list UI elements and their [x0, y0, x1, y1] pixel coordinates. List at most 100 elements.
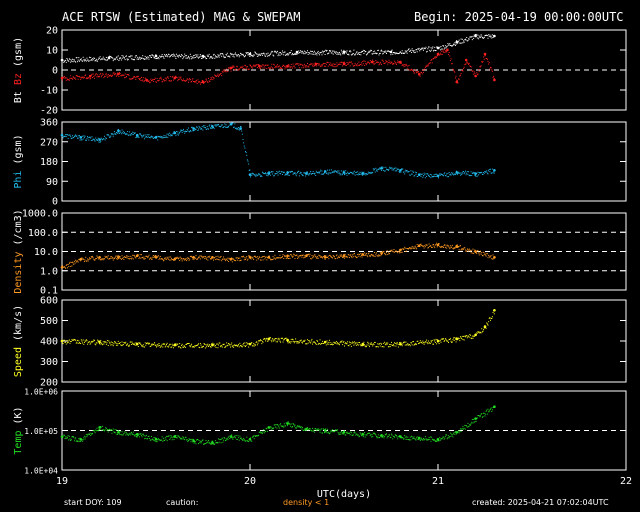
- mag-series-1-scatter: [323, 63, 325, 65]
- temp-series-0-scatter: [322, 432, 324, 434]
- speed-series-0-scatter: [220, 344, 222, 346]
- phi-series-0-scatter: [213, 127, 215, 129]
- phi-series-0-scatter: [129, 133, 131, 135]
- mag-series-1-scatter: [292, 63, 294, 65]
- mag-series-0-scatter: [471, 39, 473, 41]
- temp-series-0-scatter: [362, 432, 364, 434]
- temp-series-0-scatter: [357, 434, 359, 436]
- density-series-0-scatter: [80, 260, 82, 262]
- speed-series-0-scatter: [181, 344, 183, 346]
- mag-series-0-scatter: [206, 54, 208, 56]
- temp-series-0-scatter: [431, 436, 433, 438]
- mag-series-1-scatter: [105, 73, 107, 75]
- mag-series-1-scatter: [445, 51, 447, 53]
- density-series-0-scatter: [409, 247, 411, 249]
- speed-series-0-scatter: [451, 341, 453, 343]
- density-series-0-scatter: [90, 258, 92, 260]
- temp-series-0-scatter: [63, 434, 65, 436]
- speed-series-0-scatter: [293, 342, 295, 344]
- density-series-0-scatter: [203, 256, 204, 258]
- temp-series-0-scatter: [479, 415, 481, 417]
- mag-series-0-scatter: [416, 49, 418, 51]
- temp-series-0-scatter: [415, 439, 417, 441]
- temp-series-0-scatter: [359, 435, 361, 437]
- temp-series-0-scatter: [248, 441, 250, 443]
- density-series-0-scatter: [288, 258, 290, 260]
- phi-series-0-scatter: [376, 170, 378, 172]
- mag-series-1-scatter: [300, 64, 302, 66]
- mag-series-0-scatter: [77, 59, 79, 61]
- mag-series-0-scatter: [239, 52, 241, 54]
- mag-series-0-scatter: [221, 55, 223, 57]
- mag-series-0-scatter: [384, 50, 386, 52]
- speed-series-0-scatter: [347, 341, 349, 343]
- mag-series-1-scatter: [160, 76, 162, 78]
- mag-series-1-scatter: [339, 61, 341, 63]
- speed-series-0-scatter: [112, 345, 114, 347]
- mag-series-1-scatter: [340, 63, 342, 65]
- density-series-0-scatter: [95, 258, 97, 260]
- temp-series-0-scatter: [269, 427, 271, 429]
- temp-series-0-scatter: [377, 434, 379, 436]
- mag-series-1-scatter: [113, 72, 115, 74]
- density-ytick-label-2: 10.0: [34, 247, 58, 258]
- mag-series-0-scatter: [288, 52, 290, 54]
- mag-series-0-scatter: [365, 54, 367, 56]
- density-series-0-scatter: [172, 258, 174, 260]
- phi-series-0-scatter: [333, 170, 335, 172]
- mag-series-1-scatter: [67, 79, 69, 81]
- density-series-0-scatter: [349, 257, 351, 259]
- temp-series-0-scatter: [196, 438, 198, 440]
- temp-series-0-scatter: [148, 435, 150, 437]
- phi-series-0-scatter: [392, 167, 394, 169]
- speed-series-0-scatter: [302, 342, 304, 344]
- mag-series-0-scatter: [124, 57, 126, 59]
- phi-series-0-scatter: [331, 172, 333, 174]
- density-series-0-scatter: [446, 247, 448, 249]
- mag-series-0-scatter: [391, 50, 392, 52]
- temp-series-0-scatter: [295, 427, 297, 429]
- density-series-0-scatter: [216, 258, 218, 260]
- phi-series-0-scatter: [297, 171, 299, 173]
- mag-series-1-scatter: [380, 64, 382, 66]
- mag-series-1-scatter: [119, 73, 121, 75]
- phi-series-0-scatter: [360, 173, 362, 175]
- speed-series-0-scatter: [446, 340, 448, 342]
- temp-series-0-scatter: [374, 433, 376, 435]
- density-series-0-scatter: [387, 251, 389, 253]
- phi-series-0-scatter: [113, 133, 115, 135]
- mag-series-1-scatter: [218, 75, 220, 77]
- phi-series-0-scatter: [351, 172, 353, 174]
- phi-series-0-scatter: [265, 173, 267, 175]
- temp-series-0-scatter: [439, 439, 441, 441]
- temp-series-0-scatter: [305, 429, 307, 431]
- mag-series-0-scatter: [328, 52, 330, 54]
- mag-series-1-scatter: [424, 68, 426, 70]
- mag-series-0-scatter: [274, 50, 276, 52]
- mag-series-1-scatter: [312, 65, 314, 67]
- phi-series-0-scatter: [107, 134, 109, 136]
- density-series-0-scatter: [219, 256, 221, 258]
- density-series-0-scatter: [264, 258, 266, 260]
- temp-series-0-scatter: [143, 435, 145, 437]
- speed-series-0-scatter: [332, 344, 334, 346]
- temp-series-0-scatter: [246, 436, 248, 438]
- speed-series-0-scatter: [196, 345, 198, 347]
- phi-series-0-scatter: [480, 172, 482, 174]
- density-series-0-scatter: [377, 254, 379, 256]
- speed-series-0-scatter: [463, 339, 465, 341]
- temp-series-0-scatter: [352, 434, 354, 436]
- phi-series-0-scatter: [463, 173, 465, 175]
- mag-series-1-scatter: [72, 76, 74, 78]
- speed-series-0-scatter: [172, 345, 174, 347]
- density-series-0-scatter: [122, 256, 124, 258]
- temp-series-0-scatter: [145, 434, 147, 436]
- mag-series-0-scatter: [364, 50, 366, 52]
- temp-series-0-scatter: [409, 439, 411, 441]
- phi-series-0-scatter: [157, 139, 159, 141]
- mag-series-0-scatter: [100, 59, 102, 61]
- speed-series-0-scatter: [241, 346, 243, 348]
- mag-series-1-scatter: [326, 61, 328, 63]
- phi-series-0-scatter: [490, 168, 492, 170]
- mag-series-1-scatter: [305, 64, 307, 66]
